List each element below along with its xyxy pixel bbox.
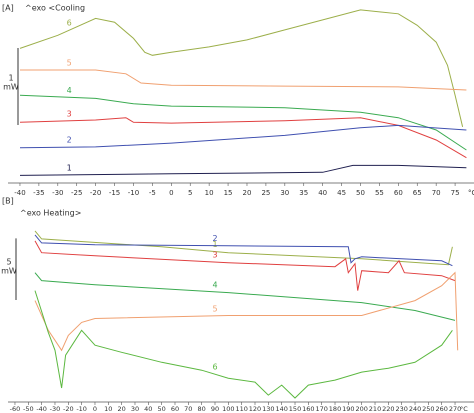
x-tick-label: 60 xyxy=(171,405,179,413)
x-tick-label: -15 xyxy=(109,189,120,197)
curve xyxy=(34,230,453,266)
x-tick-label: 130 xyxy=(262,405,274,413)
x-tick-label: 15 xyxy=(224,189,233,197)
x-tick-label: 50 xyxy=(158,405,166,413)
x-tick-label: 80 xyxy=(198,405,206,413)
curve-label: 4 xyxy=(67,86,72,95)
curve-label: 6 xyxy=(212,363,217,372)
curve-label: 3 xyxy=(212,251,217,260)
x-tick-label: 240 xyxy=(409,405,421,413)
x-tick-label: -35 xyxy=(33,189,44,197)
x-tick-label: 70 xyxy=(432,189,441,197)
curve xyxy=(19,9,464,128)
x-tick-label: -50 xyxy=(23,405,34,413)
x-tick-label: 20 xyxy=(118,405,126,413)
x-tick-label: -60 xyxy=(10,405,21,413)
x-tick-label: 160 xyxy=(302,405,314,413)
x-tick-label: 260 xyxy=(435,405,447,413)
x-tick-label: 120 xyxy=(249,405,261,413)
x-tick-label: 55 xyxy=(375,189,384,197)
x-tick-label: 230 xyxy=(395,405,407,413)
curve xyxy=(34,290,453,399)
x-tick-label: 60 xyxy=(394,189,403,197)
x-tick-label: -40 xyxy=(36,405,47,413)
x-tick-label: -20 xyxy=(90,189,101,197)
x-tick-label: 270 xyxy=(449,405,461,413)
x-tick-label: -20 xyxy=(63,405,74,413)
x-tick-label: 10 xyxy=(104,405,112,413)
x-tick-label: 5 xyxy=(188,189,192,197)
x-tick-label: 140 xyxy=(275,405,287,413)
subtitle: ^exo <Cooling xyxy=(25,4,85,13)
x-tick-label: 220 xyxy=(382,405,394,413)
scale-value: 5 xyxy=(6,258,11,267)
x-tick-label: -30 xyxy=(50,405,61,413)
panel-label: [A] xyxy=(2,4,14,13)
x-tick-label: 190 xyxy=(342,405,354,413)
curve-label: 5 xyxy=(212,304,217,313)
curve xyxy=(19,94,467,151)
curve-label: 2 xyxy=(67,136,72,145)
x-tick-label: 10 xyxy=(205,189,214,197)
x-tick-label: 110 xyxy=(235,405,247,413)
curve xyxy=(34,240,456,291)
curve xyxy=(19,117,467,159)
x-tick-label: 25 xyxy=(261,189,270,197)
x-unit: °C xyxy=(468,189,474,197)
curve-label: 5 xyxy=(67,58,72,67)
x-tick-label: 170 xyxy=(315,405,327,413)
x-tick-label: 0 xyxy=(93,405,97,413)
x-tick-label: 30 xyxy=(131,405,139,413)
curve-label: 4 xyxy=(212,280,217,289)
x-tick-label: 75 xyxy=(451,189,460,197)
curve-label: 3 xyxy=(67,109,72,118)
x-tick-label: 50 xyxy=(356,189,365,197)
curve xyxy=(34,234,453,267)
scale-unit: mW xyxy=(1,267,17,276)
curve-label: 6 xyxy=(67,19,72,28)
panel-label: [B] xyxy=(2,197,14,206)
x-unit: °C xyxy=(460,405,468,413)
x-tick-label: 20 xyxy=(243,189,252,197)
x-tick-label: 65 xyxy=(413,189,422,197)
x-tick-label: -10 xyxy=(76,405,87,413)
curve xyxy=(20,69,467,91)
x-tick-label: 150 xyxy=(289,405,301,413)
x-tick-label: 200 xyxy=(355,405,367,413)
x-tick-label: 90 xyxy=(211,405,219,413)
x-tick-label: -30 xyxy=(52,189,63,197)
subtitle: ^exo Heating> xyxy=(20,209,81,218)
x-tick-label: 250 xyxy=(422,405,434,413)
x-tick-label: -10 xyxy=(128,189,139,197)
curve-label: 1 xyxy=(212,240,217,249)
curve-label: 1 xyxy=(67,163,72,172)
curve xyxy=(34,271,459,352)
x-tick-label: 180 xyxy=(329,405,341,413)
x-tick-label: 0 xyxy=(169,189,173,197)
x-tick-label: 45 xyxy=(337,189,346,197)
scale-value: 1 xyxy=(8,74,13,83)
x-tick-label: -25 xyxy=(71,189,82,197)
x-tick-label: 40 xyxy=(318,189,327,197)
x-tick-label: 35 xyxy=(299,189,308,197)
curve xyxy=(34,272,456,321)
curve-label: 2 xyxy=(212,234,217,243)
x-tick-label: 100 xyxy=(222,405,234,413)
curve xyxy=(19,124,467,149)
x-tick-label: -5 xyxy=(149,189,156,197)
x-tick-label: 70 xyxy=(184,405,192,413)
curve xyxy=(19,164,467,176)
x-tick-label: -40 xyxy=(14,189,25,197)
scale-unit: mW xyxy=(3,83,19,92)
x-tick-label: 210 xyxy=(369,405,381,413)
x-tick-label: 40 xyxy=(144,405,152,413)
x-tick-label: 30 xyxy=(280,189,289,197)
